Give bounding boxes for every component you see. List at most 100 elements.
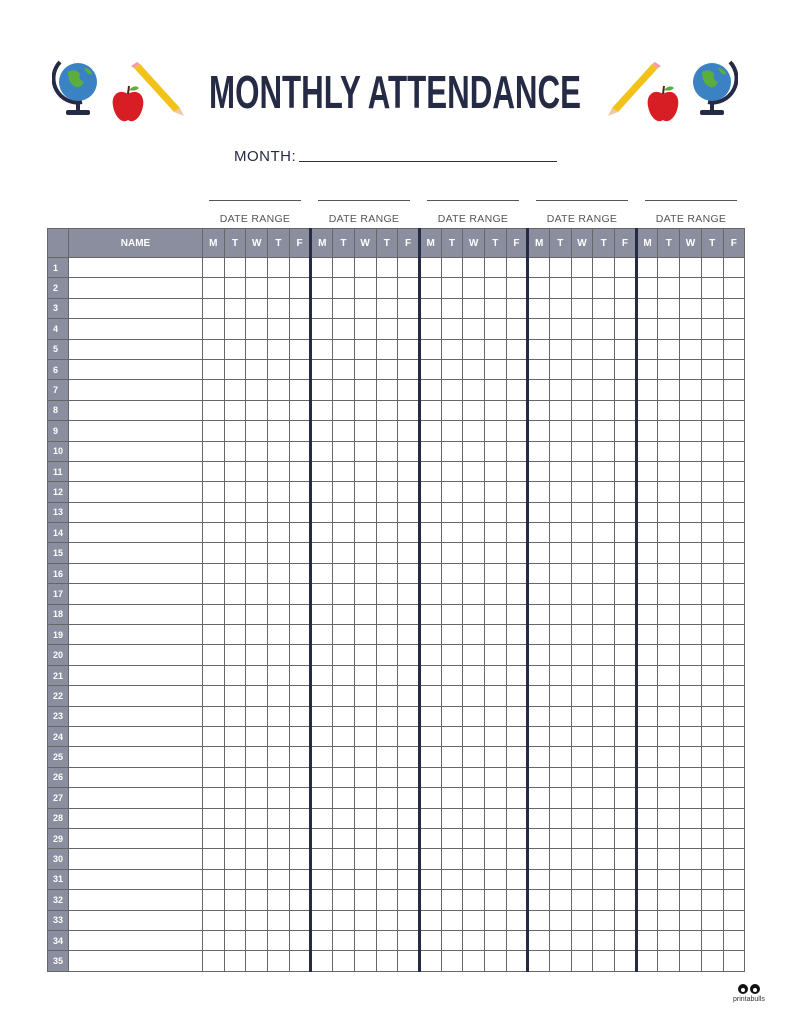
attendance-cell[interactable] [332, 787, 355, 809]
attendance-cell[interactable] [634, 501, 659, 524]
attendance-cell[interactable] [202, 603, 225, 626]
attendance-cell[interactable] [417, 725, 442, 748]
attendance-cell[interactable] [309, 460, 334, 483]
attendance-cell[interactable] [375, 603, 399, 626]
attendance-cell[interactable] [440, 725, 464, 748]
attendance-cell[interactable] [634, 460, 659, 483]
attendance-cell[interactable] [505, 481, 529, 503]
name-cell[interactable] [68, 297, 203, 320]
attendance-cell[interactable] [267, 644, 290, 666]
attendance-cell[interactable] [332, 848, 355, 870]
attendance-cell[interactable] [505, 746, 529, 768]
attendance-cell[interactable] [397, 440, 420, 462]
attendance-cell[interactable] [462, 664, 485, 687]
attendance-cell[interactable] [592, 603, 616, 626]
attendance-cell[interactable] [505, 420, 529, 442]
attendance-cell[interactable] [309, 420, 334, 442]
attendance-cell[interactable] [332, 909, 355, 931]
attendance-cell[interactable] [462, 909, 485, 931]
attendance-cell[interactable] [634, 297, 659, 320]
attendance-cell[interactable] [570, 440, 594, 462]
attendance-cell[interactable] [288, 644, 312, 666]
attendance-cell[interactable] [332, 868, 355, 891]
name-cell[interactable] [68, 501, 203, 524]
attendance-cell[interactable] [417, 827, 442, 850]
attendance-cell[interactable] [417, 766, 442, 789]
attendance-cell[interactable] [397, 399, 420, 422]
attendance-cell[interactable] [267, 358, 290, 381]
attendance-cell[interactable] [722, 603, 746, 626]
attendance-cell[interactable] [440, 501, 464, 524]
attendance-cell[interactable] [483, 624, 507, 646]
attendance-cell[interactable] [657, 501, 681, 524]
attendance-cell[interactable] [397, 256, 420, 279]
attendance-cell[interactable] [223, 807, 247, 829]
attendance-cell[interactable] [657, 583, 681, 605]
attendance-cell[interactable] [353, 807, 377, 829]
attendance-cell[interactable] [353, 583, 377, 605]
attendance-cell[interactable] [592, 501, 616, 524]
attendance-cell[interactable] [549, 827, 572, 850]
attendance-cell[interactable] [592, 889, 616, 911]
attendance-cell[interactable] [440, 297, 464, 320]
attendance-cell[interactable] [397, 318, 420, 340]
attendance-cell[interactable] [483, 338, 507, 360]
attendance-cell[interactable] [417, 644, 442, 666]
attendance-cell[interactable] [614, 399, 637, 422]
attendance-cell[interactable] [245, 379, 269, 401]
attendance-cell[interactable] [679, 848, 702, 870]
attendance-cell[interactable] [526, 297, 550, 320]
attendance-cell[interactable] [223, 562, 247, 585]
attendance-cell[interactable] [397, 501, 420, 524]
attendance-cell[interactable] [483, 440, 507, 462]
attendance-cell[interactable] [505, 603, 529, 626]
attendance-cell[interactable] [570, 522, 594, 544]
attendance-cell[interactable] [202, 460, 225, 483]
attendance-cell[interactable] [397, 725, 420, 748]
attendance-cell[interactable] [397, 848, 420, 870]
attendance-cell[interactable] [397, 460, 420, 483]
attendance-cell[interactable] [614, 725, 637, 748]
attendance-cell[interactable] [353, 766, 377, 789]
attendance-cell[interactable] [483, 399, 507, 422]
attendance-cell[interactable] [549, 909, 572, 931]
attendance-cell[interactable] [526, 583, 550, 605]
attendance-cell[interactable] [440, 460, 464, 483]
attendance-cell[interactable] [417, 318, 442, 340]
attendance-cell[interactable] [267, 318, 290, 340]
attendance-cell[interactable] [483, 256, 507, 279]
attendance-cell[interactable] [440, 481, 464, 503]
attendance-cell[interactable] [375, 256, 399, 279]
attendance-cell[interactable] [634, 522, 659, 544]
attendance-cell[interactable] [700, 889, 724, 911]
attendance-cell[interactable] [700, 848, 724, 870]
attendance-cell[interactable] [722, 624, 746, 646]
attendance-cell[interactable] [592, 705, 616, 727]
attendance-cell[interactable] [417, 583, 442, 605]
attendance-cell[interactable] [722, 909, 746, 931]
attendance-cell[interactable] [483, 277, 507, 299]
attendance-cell[interactable] [526, 746, 550, 768]
attendance-cell[interactable] [440, 583, 464, 605]
attendance-cell[interactable] [202, 827, 225, 850]
attendance-cell[interactable] [440, 685, 464, 707]
attendance-cell[interactable] [570, 868, 594, 891]
attendance-cell[interactable] [614, 583, 637, 605]
name-cell[interactable] [68, 522, 203, 544]
attendance-cell[interactable] [332, 644, 355, 666]
attendance-cell[interactable] [309, 889, 334, 911]
attendance-cell[interactable] [722, 522, 746, 544]
attendance-cell[interactable] [700, 929, 724, 952]
attendance-cell[interactable] [202, 807, 225, 829]
attendance-cell[interactable] [614, 766, 637, 789]
attendance-cell[interactable] [440, 929, 464, 952]
name-cell[interactable] [68, 929, 203, 952]
attendance-cell[interactable] [657, 440, 681, 462]
attendance-cell[interactable] [397, 705, 420, 727]
attendance-cell[interactable] [462, 929, 485, 952]
attendance-cell[interactable] [267, 725, 290, 748]
attendance-cell[interactable] [462, 624, 485, 646]
attendance-cell[interactable] [267, 542, 290, 564]
attendance-cell[interactable] [417, 399, 442, 422]
attendance-cell[interactable] [223, 297, 247, 320]
